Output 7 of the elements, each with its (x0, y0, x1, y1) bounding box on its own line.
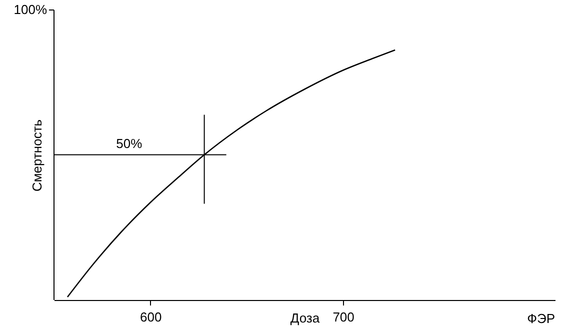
text: ФЭР (527, 311, 555, 326)
annotation: 50% (116, 136, 143, 151)
y-axis-title: Смертность (30, 119, 44, 192)
x-tick-label: 600 (140, 310, 162, 324)
x-tick-label: 700 (332, 310, 354, 324)
text: 100% (14, 2, 48, 17)
x-axis-title: Доза (290, 310, 320, 326)
